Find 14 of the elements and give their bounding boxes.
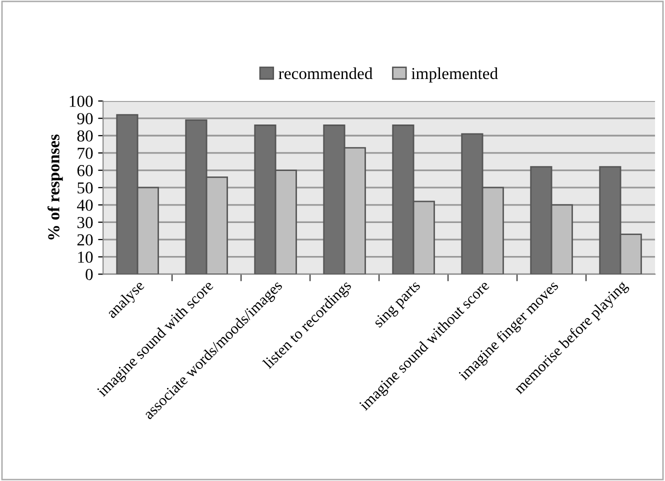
y-tick-label: 90 [77,113,93,124]
y-tick-label: 100 [70,96,93,107]
y-tick-label: 20 [77,234,93,246]
legend-label: recommended [278,67,373,80]
y-tick-label: 0 [86,268,93,280]
y-tick-label: 60 [77,164,93,176]
y-tick-label: 40 [77,200,93,211]
y-tick-label: 50 [78,182,93,194]
y-axis-title: % of responses [48,134,63,240]
y-tick-label: 30 [77,216,93,228]
y-tick-label: 10 [78,252,93,263]
y-tick-label: 80 [77,130,93,142]
y-tick-label: 70 [78,148,93,159]
legend-label: implemented [411,67,498,83]
